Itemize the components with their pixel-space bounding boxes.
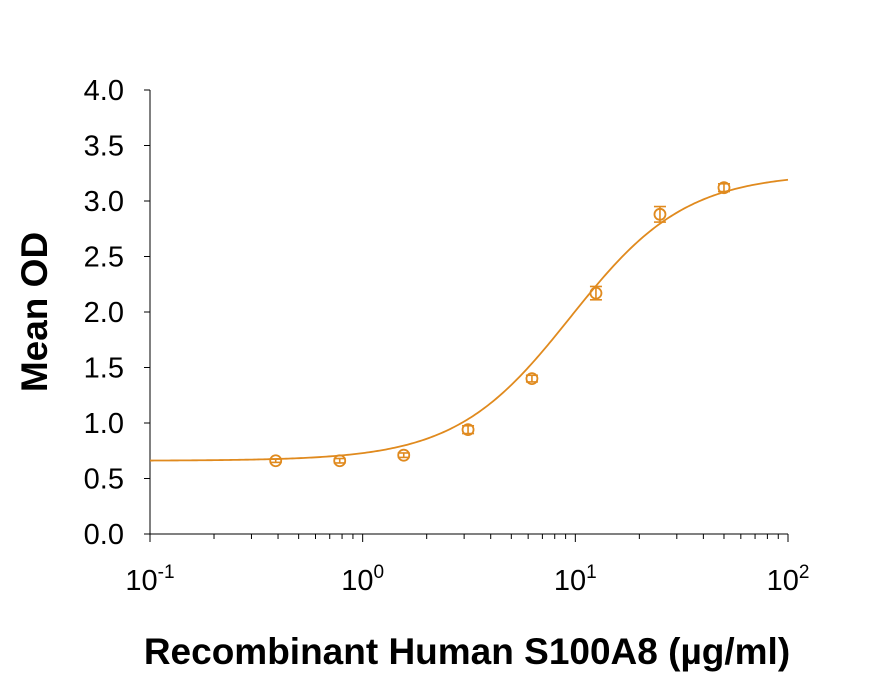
error-bar (397, 452, 410, 459)
x-major-ticks (149, 534, 789, 542)
y-tick-label: 0.0 (84, 519, 124, 551)
y-ticks (144, 89, 150, 535)
data-point (653, 207, 667, 221)
y-tick-label: 3.0 (84, 186, 124, 218)
error-bar (333, 457, 346, 464)
x-minor-ticks (213, 534, 779, 539)
x-tick-label: 100 (341, 562, 384, 597)
data-point (333, 454, 347, 468)
x-axis-title: Recombinant Human S100A8 (µg/ml) (144, 631, 790, 672)
x-tick-labels: 10-1 100 101 102 (125, 562, 809, 597)
error-bar (589, 285, 602, 301)
y-tick-label: 4.0 (84, 75, 124, 107)
y-tick-labels: 0.0 0.5 1.0 1.5 2.0 2.5 3.0 3.5 4.0 (84, 75, 124, 551)
data-point (589, 286, 603, 300)
data-point (525, 372, 539, 386)
x-tick-label: 10-1 (125, 562, 174, 597)
error-bars (269, 182, 730, 464)
data-point (269, 454, 283, 468)
data-point (717, 181, 731, 195)
data-point (461, 423, 475, 437)
y-tick-label: 1.5 (84, 353, 124, 385)
data-points (269, 181, 731, 468)
x-tick-label: 101 (554, 562, 597, 597)
y-axis-title: Mean OD (14, 232, 55, 392)
data-point (397, 448, 411, 462)
y-tick-label: 2.0 (84, 297, 124, 329)
x-tick-label: 102 (767, 562, 810, 597)
y-tick-label: 1.0 (84, 408, 124, 440)
error-bar (269, 458, 282, 464)
y-tick-label: 3.5 (84, 131, 124, 163)
y-tick-label: 2.5 (84, 242, 124, 274)
fit-curve (150, 178, 789, 462)
y-tick-label: 0.5 (84, 464, 124, 496)
